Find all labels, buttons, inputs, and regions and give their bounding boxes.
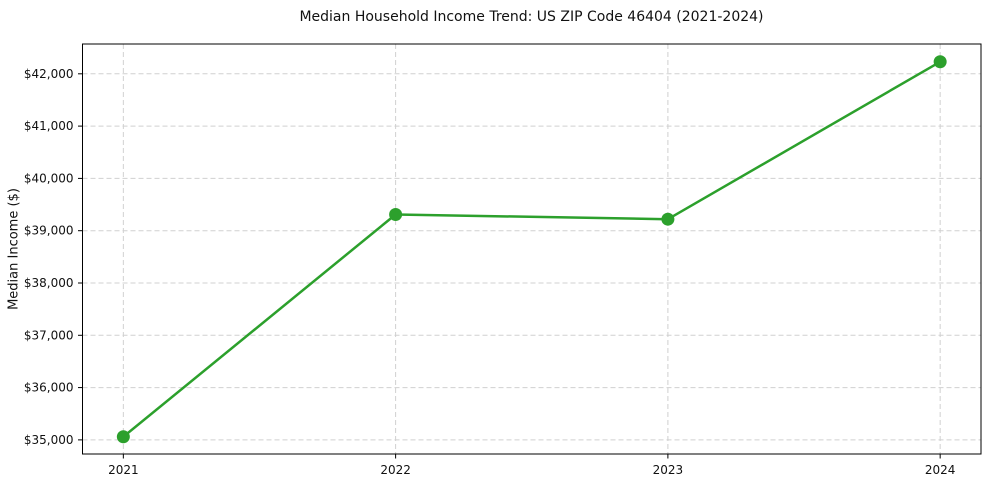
y-tick-label: $42,000 <box>24 67 74 81</box>
data-point-marker <box>661 212 675 226</box>
y-tick-label: $38,000 <box>24 276 74 290</box>
chart-title: Median Household Income Trend: US ZIP Co… <box>299 9 764 25</box>
y-tick-label: $40,000 <box>24 171 74 185</box>
y-tick-label: $35,000 <box>24 433 74 447</box>
y-tick-label: $37,000 <box>24 328 74 342</box>
data-point-marker <box>116 430 130 444</box>
trend-line <box>122 60 942 438</box>
data-point-marker <box>389 207 403 221</box>
x-tick-label: 2021 <box>108 463 139 477</box>
data-point-marker <box>933 55 947 69</box>
x-tick-label: 2024 <box>925 463 956 477</box>
x-tick-label: 2022 <box>380 463 411 477</box>
y-tick-label: $36,000 <box>24 381 74 395</box>
y-tick-label: $41,000 <box>24 119 74 133</box>
y-axis-label: Median Income ($) <box>6 188 22 310</box>
y-tick-label: $39,000 <box>24 224 74 238</box>
plot-border <box>82 43 982 455</box>
x-tick-label: 2023 <box>653 463 684 477</box>
